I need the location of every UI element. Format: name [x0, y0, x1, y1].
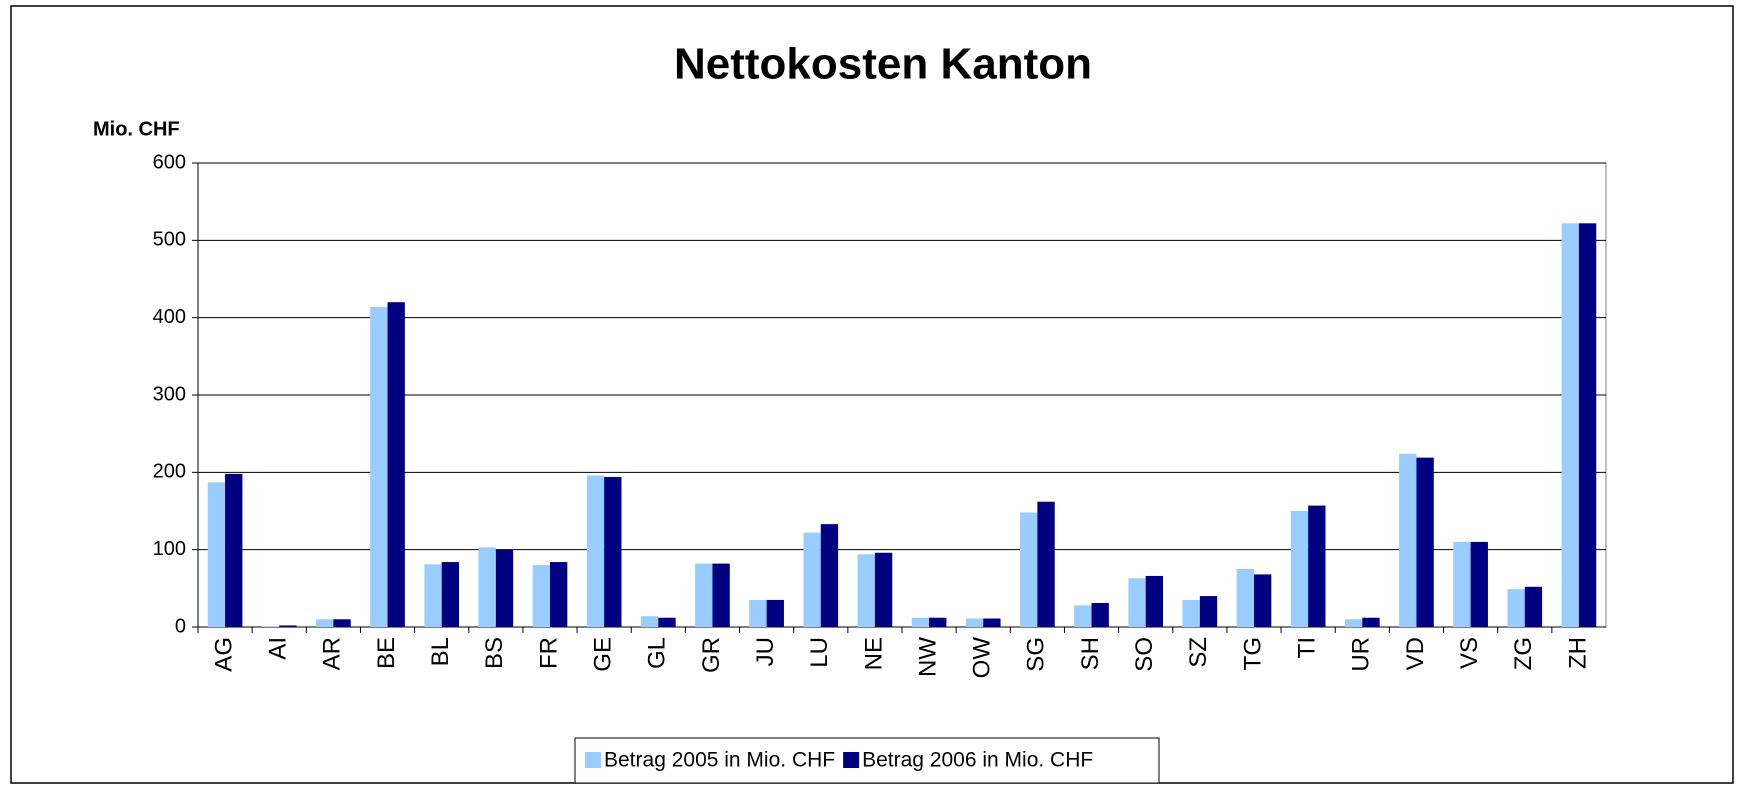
bar	[820, 524, 839, 627]
x-tick-label: UR	[1348, 637, 1375, 672]
legend-label: Betrag 2006 in Mio. CHF	[862, 749, 1093, 772]
bar	[441, 562, 460, 627]
y-tick-label: 400	[153, 306, 186, 328]
legend-swatch	[843, 752, 860, 768]
x-tick-label: BL	[427, 637, 454, 666]
x-tick-label: GE	[589, 637, 616, 672]
x-tick-label: BE	[373, 637, 400, 669]
bar	[874, 552, 893, 627]
bar	[586, 475, 605, 627]
x-tick-label: TI	[1293, 637, 1320, 658]
bar	[929, 617, 947, 627]
x-tick-label: GR	[698, 637, 725, 673]
bar	[333, 619, 351, 627]
bar	[857, 554, 875, 627]
bar	[1128, 578, 1146, 627]
bar	[1236, 569, 1254, 627]
x-tick-label: SH	[1077, 637, 1104, 670]
bar	[1561, 223, 1579, 627]
bar	[424, 564, 442, 627]
x-tick-label: AG	[210, 637, 237, 672]
bar	[1524, 586, 1543, 627]
bar	[1470, 541, 1488, 627]
bar	[766, 599, 784, 627]
x-tick-label: AR	[319, 637, 346, 670]
x-tick-label: VS	[1456, 637, 1483, 669]
y-tick-label: 200	[153, 461, 186, 483]
legend-label: Betrag 2005 in Mio. CHF	[604, 749, 835, 772]
bar	[911, 617, 930, 627]
bar	[1074, 605, 1092, 627]
bar	[749, 599, 767, 627]
x-tick-label: ZG	[1510, 637, 1537, 670]
x-tick-label: AI	[265, 637, 292, 660]
y-tick-label: 500	[153, 229, 186, 251]
bar	[640, 616, 659, 627]
bar	[532, 565, 550, 627]
x-tick-label: NW	[914, 637, 941, 677]
bar	[1507, 589, 1525, 627]
bar	[1199, 596, 1218, 627]
bar	[712, 563, 730, 627]
bar	[495, 549, 514, 627]
y-tick-label: 0	[175, 615, 186, 637]
x-tick-label: FR	[535, 637, 562, 669]
bar	[550, 562, 568, 627]
bar	[983, 618, 1001, 627]
x-tick-label: ZH	[1564, 637, 1591, 669]
bar	[279, 625, 297, 627]
chart-title: Nettokosten Kanton	[674, 40, 1092, 89]
bar	[1290, 511, 1309, 627]
x-tick-label: TG	[1239, 637, 1266, 670]
bar	[387, 302, 405, 627]
x-tick-label: VD	[1402, 637, 1429, 670]
bar	[1091, 603, 1109, 627]
x-tick-label: JU	[752, 637, 779, 666]
bar	[478, 547, 496, 627]
bar	[1020, 512, 1038, 627]
bar	[261, 626, 280, 627]
y-tick-label: 100	[153, 538, 186, 560]
legend-box	[574, 737, 1160, 784]
bar	[604, 476, 622, 627]
y-tick-label: 300	[153, 383, 186, 405]
y-axis-label: Mio. CHF	[93, 118, 180, 140]
bar	[658, 617, 676, 627]
x-tick-label: LU	[806, 637, 833, 668]
bar	[1145, 575, 1164, 627]
bar	[1182, 599, 1200, 627]
bar	[1578, 223, 1597, 627]
y-tick-label: 600	[153, 151, 186, 173]
bar	[1399, 453, 1417, 627]
bar	[225, 473, 243, 627]
bar	[1416, 457, 1434, 627]
bar	[1362, 617, 1380, 627]
bar	[803, 532, 821, 627]
x-tick-label: OW	[969, 637, 996, 679]
x-tick-label: BS	[481, 637, 508, 669]
bar	[965, 618, 984, 627]
x-tick-label: GL	[644, 637, 671, 669]
bar	[1254, 574, 1272, 627]
bar	[1453, 541, 1471, 627]
bar	[207, 482, 226, 627]
bar	[370, 306, 388, 627]
legend-swatch	[585, 752, 601, 768]
x-tick-label: SG	[1023, 637, 1050, 672]
bar	[1344, 619, 1363, 627]
bar	[695, 563, 713, 627]
bar	[316, 619, 334, 627]
x-tick-label: NE	[860, 637, 887, 670]
x-tick-label: SZ	[1185, 637, 1212, 668]
bar	[1037, 501, 1055, 627]
bar	[1308, 505, 1326, 627]
x-tick-label: SO	[1131, 637, 1158, 672]
